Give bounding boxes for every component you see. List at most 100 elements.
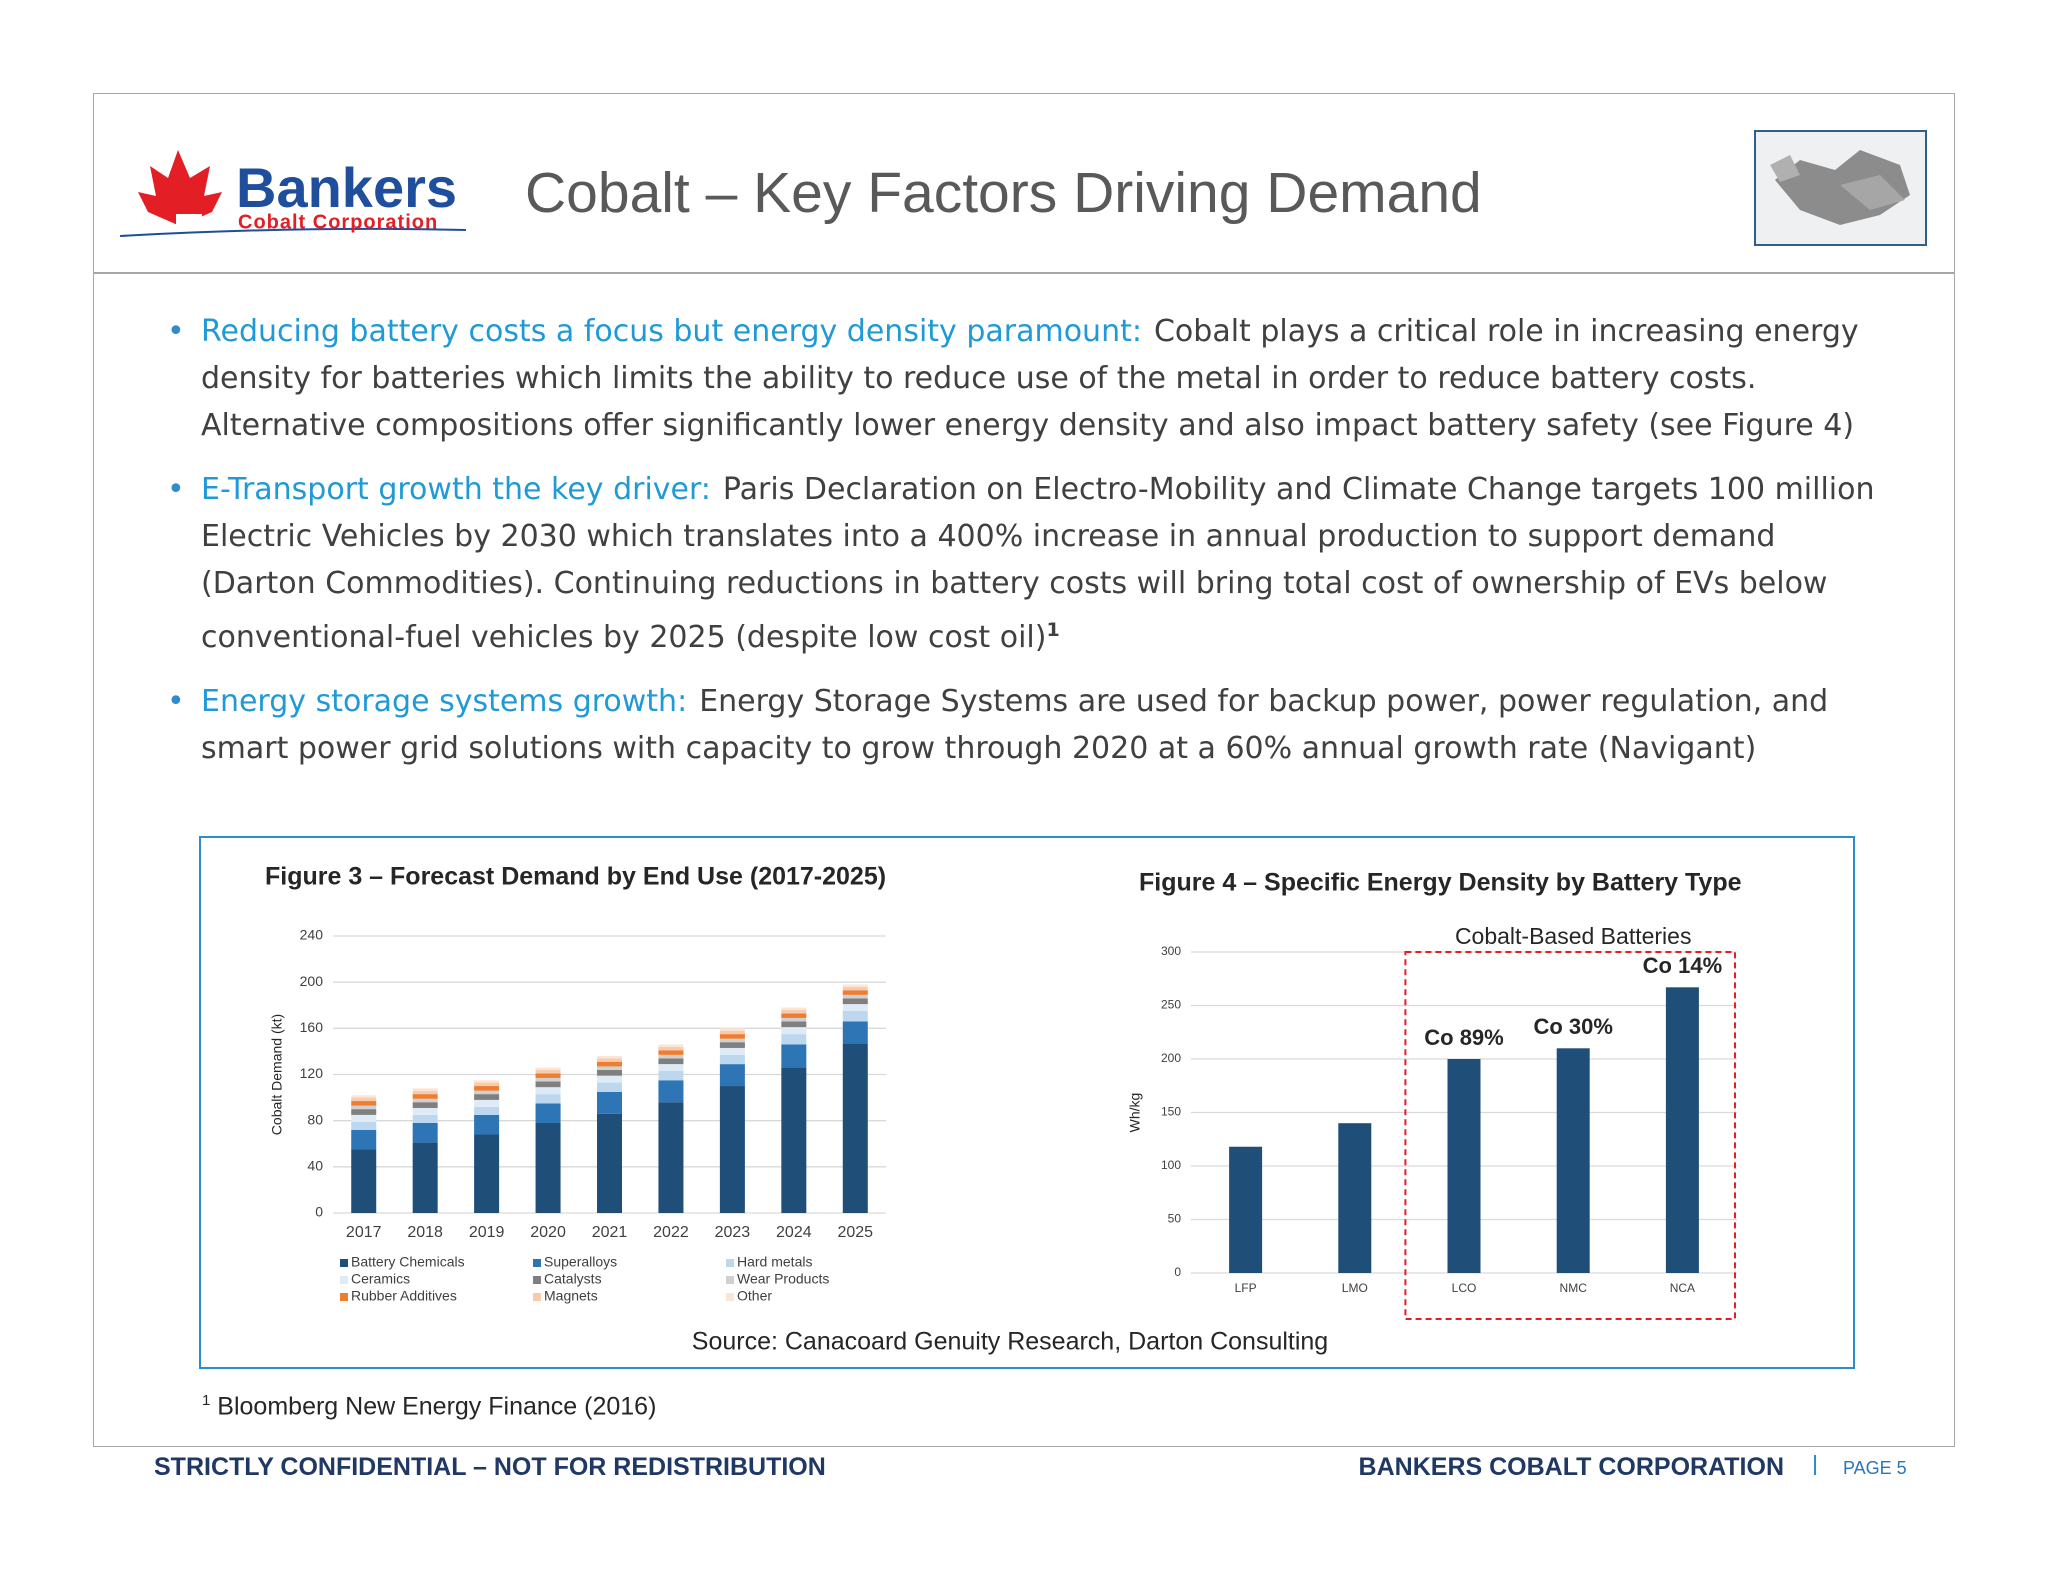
bar-segment: [719, 1086, 745, 1213]
y-tick-label: 200: [300, 973, 324, 989]
bar-segment: [597, 1056, 622, 1059]
bar-segment: [658, 1054, 684, 1059]
legend-label: Wear Products: [737, 1271, 829, 1287]
legend-label: Ceramics: [351, 1271, 410, 1287]
x-tick-label: NMC: [1560, 1281, 1588, 1295]
bar-segment: [597, 1082, 622, 1092]
bar-segment: [474, 1106, 500, 1115]
x-tick-label: 2023: [715, 1224, 751, 1241]
footnote-marker: 1: [202, 1392, 211, 1409]
x-tick-label: 2022: [653, 1224, 689, 1241]
bullet-text: Paris Declaration on Electro-Mobility an…: [201, 472, 1875, 655]
bar: [1447, 1059, 1481, 1273]
bar-segment: [842, 986, 868, 991]
bar-segment: [781, 1009, 807, 1014]
y-tick-label: 250: [1161, 998, 1181, 1012]
bar-segment: [658, 1050, 684, 1055]
logo-name: Bankers: [236, 156, 457, 219]
bar-segment: [719, 1038, 745, 1043]
legend-label: Superalloys: [544, 1254, 617, 1270]
bar-segment: [412, 1114, 438, 1123]
legend-swatch: [533, 1293, 541, 1301]
logo-subtitle: Cobalt Corporation: [238, 211, 438, 233]
x-tick-label: 2017: [346, 1224, 382, 1241]
bar-segment: [781, 1067, 807, 1213]
bullet-heading: Energy storage systems growth:: [201, 684, 688, 719]
bar-segment: [719, 1034, 745, 1039]
cobalt-flake: [1840, 175, 1905, 210]
bar-annotation: Co 30%: [1533, 1014, 1612, 1039]
bar-segment: [535, 1073, 561, 1078]
bar-segment: [351, 1097, 377, 1102]
bar-segment: [351, 1149, 377, 1213]
y-tick-label: 0: [1174, 1265, 1181, 1279]
bar-segment: [719, 1028, 745, 1031]
bar: [1229, 1146, 1263, 1273]
slide-title: Cobalt – Key Factors Driving Demand: [525, 161, 1482, 225]
bar-segment: [412, 1098, 438, 1103]
x-tick-label: LCO: [1452, 1281, 1477, 1295]
bar-segment: [658, 1102, 684, 1213]
figure-box: [199, 836, 1855, 1369]
bullet-text: Energy Storage Systems are used for back…: [201, 684, 1829, 766]
legend-swatch: [726, 1293, 734, 1301]
bullet-heading: Reducing battery costs a focus but energ…: [201, 314, 1142, 349]
bar-segment: [535, 1069, 561, 1074]
bar-segment: [412, 1094, 438, 1099]
bar: [1665, 987, 1699, 1273]
bar-segment: [597, 1058, 622, 1062]
bar-segment: [412, 1090, 438, 1095]
bar-segment: [658, 1044, 684, 1047]
bar-segment: [474, 1080, 500, 1083]
y-tick-label: 240: [300, 927, 324, 943]
bullet-text: Cobalt plays a critical role in increasi…: [201, 314, 1859, 443]
y-tick-label: 120: [300, 1065, 324, 1081]
bullet-list: Reducing battery costs a focus but energ…: [167, 308, 1891, 789]
footnote: 1 Bloomberg New Energy Finance (2016): [202, 1392, 656, 1421]
bullet-heading: E-Transport growth the key driver:: [201, 472, 711, 507]
bar-segment: [658, 1046, 684, 1051]
bar-segment: [535, 1103, 561, 1123]
bar-segment: [781, 1027, 807, 1035]
x-tick-label: 2024: [776, 1224, 812, 1241]
bar-segment: [351, 1095, 377, 1098]
group-label: Cobalt-Based Batteries: [1455, 923, 1692, 949]
bullet: E-Transport growth the key driver:Paris …: [167, 466, 1891, 661]
footnote-ref: 1: [1046, 619, 1060, 641]
bar-segment: [842, 1021, 868, 1044]
bar-annotation: Co 14%: [1643, 953, 1722, 978]
y-tick-label: 160: [300, 1019, 324, 1035]
bar-segment: [412, 1088, 438, 1091]
bar-segment: [719, 1030, 745, 1035]
bar-segment: [842, 990, 868, 995]
y-tick-label: 100: [1161, 1158, 1181, 1172]
footnote-text: Bloomberg New Energy Finance (2016): [217, 1392, 657, 1421]
bar-segment: [842, 984, 868, 987]
y-tick-label: 300: [1161, 944, 1181, 958]
logo: Bankers Cobalt Corporation: [119, 150, 467, 237]
bar-segment: [535, 1094, 561, 1104]
x-tick-label: LFP: [1235, 1281, 1257, 1295]
bar-segment: [781, 1013, 807, 1018]
page-number: PAGE 5: [1843, 1458, 1907, 1478]
group-box: [1404, 951, 1737, 1320]
x-tick-label: LMO: [1342, 1281, 1368, 1295]
x-tick-label: 2018: [407, 1224, 443, 1241]
cobalt-cube: [1770, 155, 1800, 182]
footer-left: STRICTLY CONFIDENTIAL – NOT FOR REDISTRI…: [154, 1453, 826, 1481]
bar-segment: [474, 1090, 500, 1095]
bar-segment: [658, 1058, 684, 1065]
legend-swatch: [340, 1293, 348, 1301]
bar-segment: [474, 1099, 500, 1107]
bar-segment: [658, 1080, 684, 1103]
bar-segment: [474, 1134, 500, 1213]
bar-segment: [412, 1102, 438, 1108]
y-tick-label: 0: [315, 1204, 323, 1220]
slide-frame: [93, 93, 1955, 1447]
bar-segment: [781, 1021, 807, 1028]
legend-label: Rubber Additives: [351, 1288, 457, 1304]
bar-segment: [842, 994, 868, 999]
bar-segment: [781, 1007, 807, 1010]
